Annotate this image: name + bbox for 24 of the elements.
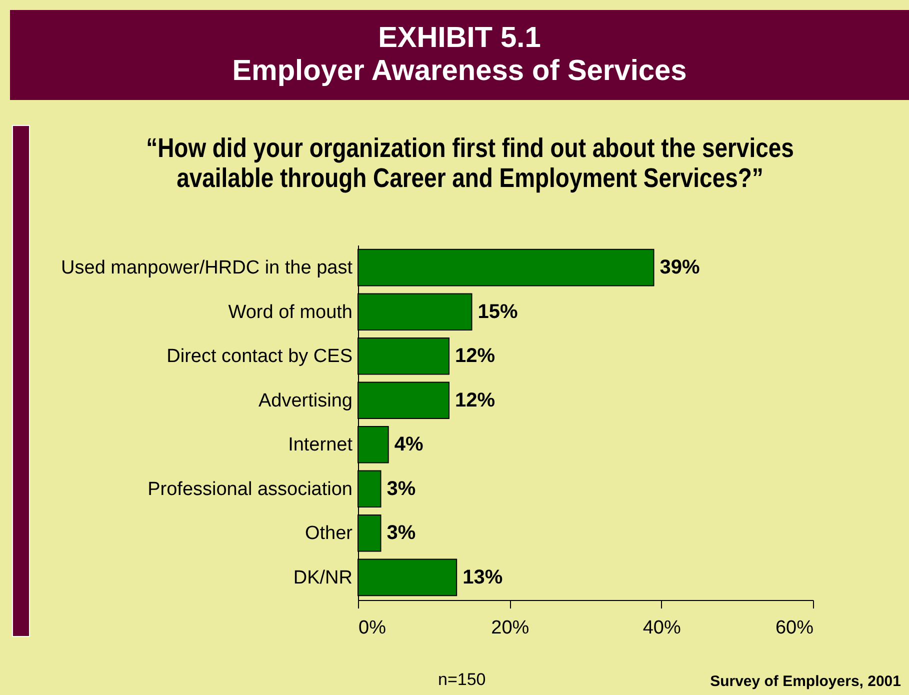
chart-title: EXHIBIT 5.1 Employer Awareness of Services — [10, 10, 909, 100]
chart-subtitle: “How did your organization first find out about the services available through Career and Employment Services?” — [145, 133, 795, 193]
data-label: 15% — [478, 300, 518, 323]
y-tick-label: Other — [304, 523, 354, 544]
y-tick-label: Word of mouth — [228, 302, 352, 323]
data-label: 12% — [455, 345, 496, 368]
data-label: 3% — [386, 522, 416, 544]
y-tick-label: DK/NR — [293, 567, 352, 588]
y-tick-label: Advertising — [258, 390, 352, 412]
data-label: 3% — [386, 478, 416, 500]
y-tick-label: Internet — [288, 434, 354, 456]
data-label: 39% — [660, 256, 700, 279]
data-label: 13% — [462, 566, 503, 588]
data-label: 12% — [455, 389, 496, 412]
text: Survey of Employers, 2001 — [710, 673, 901, 690]
x-tick-label: 20% — [491, 618, 530, 638]
x-tick-label: 60% — [775, 618, 814, 638]
x-tick-label: 40% — [642, 618, 681, 638]
text: n=150 — [438, 670, 486, 690]
y-tick-label: Used manpower/HRDC in the past — [61, 258, 354, 279]
x-tick-label: 0% — [358, 618, 386, 638]
y-tick-label: Direct contact by CES — [166, 346, 352, 368]
y-tick-label: Professional association — [148, 478, 352, 500]
data-label: 4% — [394, 434, 424, 456]
